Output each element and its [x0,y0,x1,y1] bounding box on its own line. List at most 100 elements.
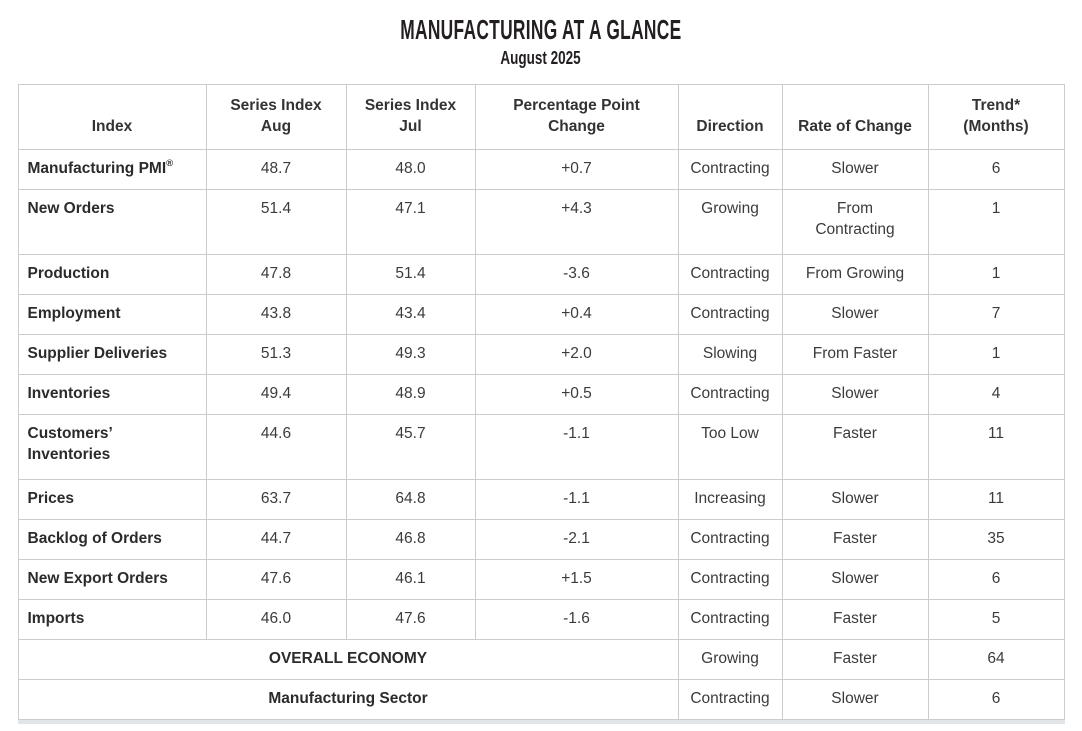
column-header-series_jul: Series Index Jul [345,84,476,150]
cell-change: +2.0 [474,334,679,376]
cell-index: Manufacturing PMI® [17,148,207,191]
cell-series_jul: 51.4 [345,254,476,296]
table-row: Employment 43.8 43.4 +0.4 Contracting Slower 7 [17,294,1065,336]
table-row: Production 47.8 51.4 -3.6 Contracting From Gr… [17,254,1065,296]
cell-index: Supplier Deliveries [17,334,207,376]
cell-change: +0.5 [474,374,679,416]
cell-series_aug: 43.8 [205,294,347,336]
column-header-direction: Direction [677,84,783,150]
cell-trend: 1 [927,254,1065,296]
cell-index: Production [17,254,207,296]
manufacturing-at-a-glance-table: Index Series Index Aug Series Index Jul Per… [17,84,1065,721]
cell-series_jul: 49.3 [345,334,476,376]
cell-change: -2.1 [474,519,679,561]
cell-trend: 6 [927,148,1065,191]
cell-trend: 1 [927,334,1065,376]
column-header-series_aug: Series Index Aug [205,84,347,150]
table-row: Inventories 49.4 48.9 +0.5 Contracting Slower… [17,374,1065,416]
cell-rate: Slower [781,559,929,601]
cell-direction: Contracting [677,599,783,641]
cell-trend: 1 [927,189,1065,256]
cell-series_aug: 51.3 [205,334,347,376]
cell-series_aug: 49.4 [205,374,347,416]
table-row: Supplier Deliveries 51.3 49.3 +2.0 Slowing Fr… [17,334,1065,376]
cell-trend: 4 [927,374,1065,416]
cell-series_jul: 46.8 [345,519,476,561]
cell-change: -1.1 [474,479,679,521]
cell-change: +0.4 [474,294,679,336]
cell-index: Prices [17,479,207,521]
table-row: Prices 63.7 64.8 -1.1 Increasing Slower 11 [17,479,1065,521]
cell-direction: Contracting [677,679,783,721]
summary-label: Manufacturing Sector [17,679,679,721]
cell-series_jul: 48.0 [345,148,476,191]
cell-index: Backlog of Orders [17,519,207,561]
cell-trend: 11 [927,414,1065,481]
table-header: Index Series Index Aug Series Index Jul Per… [17,84,1065,150]
cell-rate: Faster [781,519,929,561]
table-row: New Orders 51.4 47.1 +4.3 Growing From Contra… [17,189,1065,256]
cell-change: +4.3 [474,189,679,256]
header-row: Index Series Index Aug Series Index Jul Per… [17,84,1065,150]
cell-trend: 5 [927,599,1065,641]
cell-series_jul: 43.4 [345,294,476,336]
cell-direction: Growing [677,639,783,681]
cell-index: New Export Orders [17,559,207,601]
cell-rate: Faster [781,599,929,641]
cell-direction: Contracting [677,254,783,296]
cell-trend: 6 [927,559,1065,601]
cell-index: Employment [17,294,207,336]
report-month: August 2025 [0,48,1082,68]
cell-series_jul: 46.1 [345,559,476,601]
cell-rate: Slower [781,294,929,336]
column-header-index: Index [17,84,207,150]
cell-direction: Contracting [677,148,783,191]
cell-direction: Contracting [677,519,783,561]
cell-rate: From Faster [781,334,929,376]
cell-rate: Faster [781,639,929,681]
cell-series_aug: 47.6 [205,559,347,601]
cell-series_aug: 47.8 [205,254,347,296]
cell-series_jul: 45.7 [345,414,476,481]
cell-index: Inventories [17,374,207,416]
summary-label: OVERALL ECONOMY [17,639,679,681]
cell-series_jul: 48.9 [345,374,476,416]
cell-change: +1.5 [474,559,679,601]
cell-direction: Contracting [677,294,783,336]
cell-rate: Faster [781,414,929,481]
cell-direction: Contracting [677,374,783,416]
column-header-change: Percentage Point Change [474,84,679,150]
table-row: New Export Orders 47.6 46.1 +1.5 Contracting… [17,559,1065,601]
cell-series_jul: 47.1 [345,189,476,256]
cell-series_jul: 64.8 [345,479,476,521]
report-month-text: August 2025 [500,48,582,68]
cell-direction: Growing [677,189,783,256]
registered-mark: ® [166,157,174,169]
cell-rate: From Contracting [781,189,929,256]
table-row: Backlog of Orders 44.7 46.8 -2.1 Contracting… [17,519,1065,561]
cell-trend: 11 [927,479,1065,521]
cell-series_jul: 47.6 [345,599,476,641]
cell-direction: Increasing [677,479,783,521]
column-header-trend: Trend* (Months) [927,84,1065,150]
summary-row: Manufacturing Sector Contracting Slower 6 [17,679,1065,721]
page-title: MANUFACTURING AT A GLANCE [0,14,1082,46]
table-row: Customers’ Inventories 44.6 45.7 -1.1 Too Lo… [17,414,1065,481]
page-title-text: MANUFACTURING AT A GLANCE [400,14,682,45]
cell-index: Imports [17,599,207,641]
cell-series_aug: 63.7 [205,479,347,521]
cell-rate: From Growing [781,254,929,296]
cell-trend: 35 [927,519,1065,561]
column-header-rate: Rate of Change [781,84,929,150]
cell-trend: 64 [927,639,1065,681]
cell-direction: Slowing [677,334,783,376]
cell-direction: Contracting [677,559,783,601]
table-body: Manufacturing PMI® 48.7 48.0 +0.7 Contractin… [17,148,1065,721]
cell-rate: Slower [781,679,929,721]
cell-index: New Orders [17,189,207,256]
cell-rate: Slower [781,479,929,521]
cell-series_aug: 51.4 [205,189,347,256]
cell-direction: Too Low [677,414,783,481]
cell-change: -1.6 [474,599,679,641]
